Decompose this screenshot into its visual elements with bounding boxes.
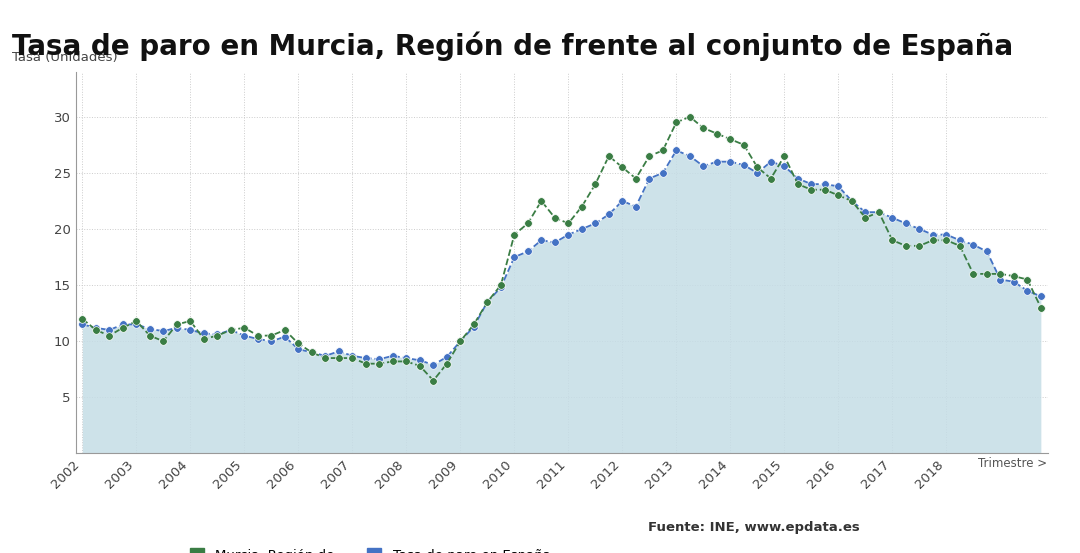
Murcia, Región de — [981, 270, 994, 277]
Murcia, Región de — [76, 315, 89, 322]
Text: Trimestre >: Trimestre > — [978, 457, 1048, 470]
Tasa de paro en España — [211, 331, 224, 338]
Murcia, Región de — [751, 164, 764, 170]
Line: Tasa de paro en España: Tasa de paro en España — [79, 147, 1044, 369]
Tasa de paro en España — [670, 147, 683, 154]
Murcia, Región de — [211, 332, 224, 339]
Murcia, Región de — [711, 131, 724, 137]
Murcia, Región de — [400, 358, 413, 365]
Murcia, Región de — [630, 175, 643, 182]
Tasa de paro en España — [630, 204, 643, 210]
Text: Tasa (Unidades): Tasa (Unidades) — [13, 51, 118, 64]
Line: Murcia, Región de: Murcia, Región de — [79, 113, 1044, 384]
Tasa de paro en España — [981, 248, 994, 255]
Tasa de paro en España — [400, 355, 413, 362]
Tasa de paro en España — [76, 321, 89, 328]
Legend: Murcia, Región de, Tasa de paro en España: Murcia, Región de, Tasa de paro en Españ… — [178, 544, 556, 553]
Murcia, Región de — [684, 113, 697, 120]
Tasa de paro en España — [711, 158, 724, 165]
Murcia, Región de — [1035, 304, 1048, 311]
Tasa de paro en España — [1035, 293, 1048, 300]
Text: Fuente: INE, www.epdata.es: Fuente: INE, www.epdata.es — [648, 520, 860, 534]
Tasa de paro en España — [751, 170, 764, 176]
Text: Tasa de paro en Murcia, Región de frente al conjunto de España: Tasa de paro en Murcia, Región de frente… — [13, 32, 1013, 61]
Murcia, Región de — [427, 377, 440, 384]
Tasa de paro en España — [427, 362, 440, 368]
